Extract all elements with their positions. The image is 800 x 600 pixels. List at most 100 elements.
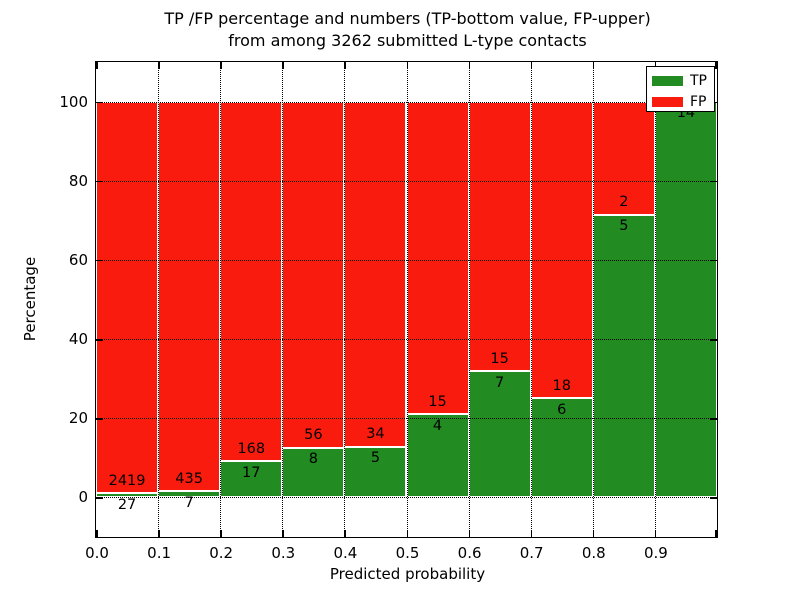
x-tick-mark bbox=[282, 530, 284, 537]
x-tick-mark bbox=[654, 530, 657, 537]
bar-segment-tp bbox=[530, 398, 593, 498]
y-tick-label: 80 bbox=[68, 171, 88, 190]
bar-segment-fp bbox=[530, 101, 593, 399]
bar-segment-fp bbox=[468, 101, 531, 372]
tp-count-label: 4 bbox=[432, 417, 443, 434]
tp-legend-label: TP bbox=[690, 73, 707, 89]
x-tick-mark bbox=[220, 530, 222, 537]
y-tick-mark bbox=[710, 418, 717, 420]
vertical-gridline bbox=[282, 62, 284, 537]
vertical-gridline bbox=[406, 62, 408, 537]
x-tick-mark bbox=[344, 530, 346, 537]
tp-count-label: 6 bbox=[557, 401, 567, 418]
fp-count-label: 15 bbox=[490, 350, 509, 367]
fp-count-label: 2419 bbox=[108, 472, 146, 489]
vertical-gridline bbox=[530, 62, 532, 537]
bar-segment-fp bbox=[96, 101, 159, 494]
bar-segment-tp bbox=[592, 214, 655, 498]
bar-segment-tp bbox=[96, 493, 159, 498]
x-tick-label: 0.4 bbox=[333, 544, 358, 562]
fp-count-label: 34 bbox=[366, 426, 385, 443]
bar-segment-fp bbox=[282, 101, 345, 448]
x-tick-label: 0.5 bbox=[395, 544, 420, 562]
x-tick-label: 0.3 bbox=[271, 544, 296, 562]
tp-count-label: 7 bbox=[495, 374, 505, 391]
vertical-gridline bbox=[158, 62, 160, 537]
x-tick-mark bbox=[158, 530, 160, 537]
tp-count-label: 27 bbox=[117, 496, 137, 513]
x-tick-mark bbox=[220, 62, 222, 69]
x-tick-mark bbox=[592, 530, 595, 537]
x-tick-label: 0.7 bbox=[519, 544, 544, 562]
vertical-gridline bbox=[592, 62, 594, 537]
y-tick-mark bbox=[710, 259, 717, 262]
x-tick-label: 0.2 bbox=[209, 544, 234, 562]
bar-segment-tp bbox=[406, 414, 469, 498]
x-tick-mark bbox=[654, 62, 657, 69]
y-tick-mark bbox=[96, 339, 103, 341]
chart-title-line2: from among 3262 submitted L-type contact… bbox=[228, 31, 587, 50]
x-tick-mark bbox=[406, 62, 408, 69]
bar-segment-fp bbox=[158, 101, 221, 492]
x-tick-mark bbox=[468, 530, 471, 537]
fp-count-label: 435 bbox=[175, 470, 203, 487]
x-tick-label: 0.9 bbox=[643, 544, 668, 562]
x-tick-mark bbox=[406, 530, 408, 537]
fp-count-label: 2 bbox=[619, 194, 629, 211]
bar-segment-fp bbox=[406, 101, 469, 415]
bar-segment-tp bbox=[220, 461, 283, 498]
y-tick-mark bbox=[710, 339, 717, 341]
x-tick-label: 0.6 bbox=[457, 544, 482, 562]
tp-count-label: 8 bbox=[308, 451, 318, 468]
y-axis-label: Percentage bbox=[21, 256, 39, 342]
x-tick-mark bbox=[344, 62, 346, 69]
vertical-gridline bbox=[654, 62, 656, 537]
fp-count-label: 18 bbox=[552, 377, 571, 394]
plot-area: 2419 27 435 7 168 17 56 8 34 5 15 4 15 7 18 6 2 5 14 bbox=[95, 61, 718, 538]
y-tick-mark bbox=[96, 180, 103, 183]
legend-row-fp: FP bbox=[647, 92, 714, 112]
tp-count-label: 7 bbox=[184, 494, 194, 511]
bar-segment-tp bbox=[344, 446, 407, 498]
chart-title-line1: TP /FP percentage and numbers (TP-bottom… bbox=[164, 9, 651, 28]
x-tick-mark bbox=[96, 530, 98, 537]
vertical-gridline bbox=[220, 62, 222, 537]
x-tick-mark bbox=[715, 530, 717, 537]
bar-segment-fp bbox=[220, 101, 283, 462]
fp-count-label: 168 bbox=[237, 440, 266, 457]
bar-segment-fp bbox=[344, 101, 407, 447]
y-tick-label: 20 bbox=[68, 409, 88, 428]
y-tick-mark bbox=[96, 418, 103, 420]
y-tick-mark bbox=[710, 497, 717, 499]
x-tick-mark bbox=[592, 62, 595, 69]
bar-segment-tp bbox=[282, 447, 345, 498]
tp-legend-swatch bbox=[652, 76, 683, 86]
x-tick-mark bbox=[96, 62, 98, 69]
y-tick-label: 100 bbox=[59, 92, 88, 111]
y-tick-mark bbox=[96, 101, 103, 104]
x-tick-label: 0.1 bbox=[147, 544, 172, 562]
x-tick-mark bbox=[158, 62, 160, 69]
x-tick-label: 0.0 bbox=[85, 544, 109, 562]
x-tick-mark bbox=[282, 62, 284, 69]
legend-row-tp: TP bbox=[647, 71, 714, 91]
x-tick-label: 0.8 bbox=[581, 544, 606, 562]
tp-count-label: 17 bbox=[242, 464, 261, 481]
y-tick-label: 40 bbox=[68, 330, 88, 349]
bar-segment-tp bbox=[654, 101, 717, 498]
x-tick-mark bbox=[530, 62, 533, 69]
vertical-gridline bbox=[468, 62, 470, 537]
fp-legend-label: FP bbox=[690, 94, 707, 110]
y-tick-mark bbox=[96, 497, 103, 499]
x-tick-mark bbox=[530, 530, 533, 537]
y-tick-label: 60 bbox=[68, 250, 88, 269]
fp-count-label: 56 bbox=[304, 427, 323, 444]
y-tick-mark bbox=[710, 180, 717, 183]
y-tick-label: 0 bbox=[78, 488, 88, 507]
fp-legend-swatch bbox=[652, 97, 683, 107]
tp-count-label: 5 bbox=[619, 218, 629, 235]
x-axis-label: Predicted probability bbox=[329, 565, 486, 583]
tp-count-label: 5 bbox=[370, 450, 381, 467]
legend: TP FP bbox=[646, 66, 715, 112]
